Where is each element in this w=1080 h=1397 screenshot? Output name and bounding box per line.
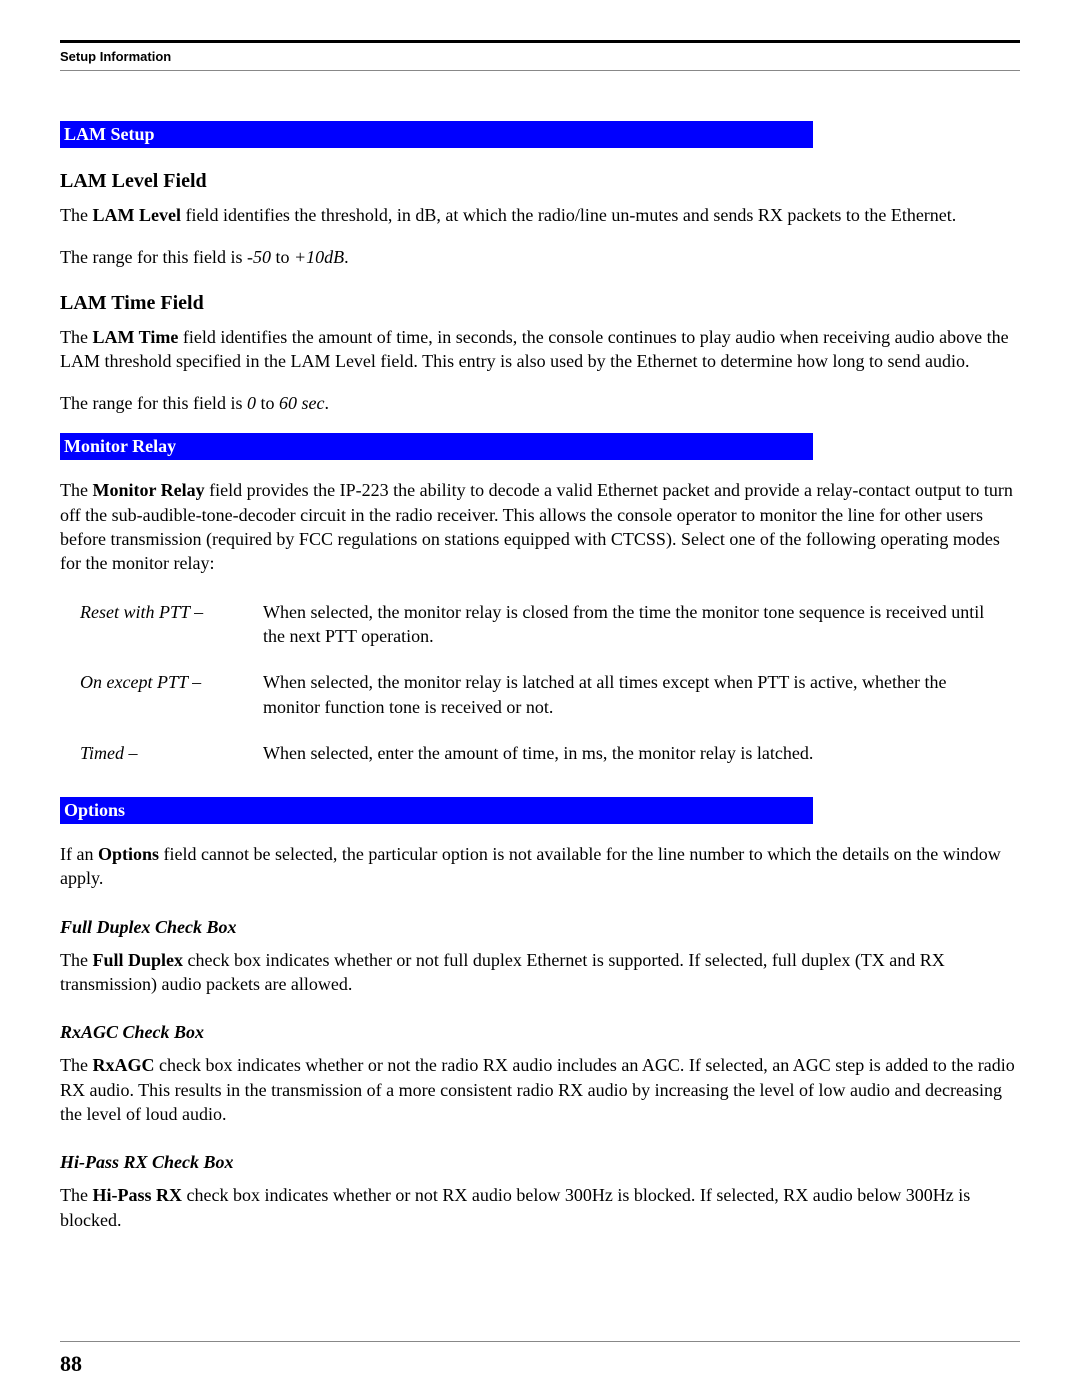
text: The — [60, 1055, 92, 1075]
relay-desc: When selected, the monitor relay is clos… — [263, 594, 1000, 665]
para-rxagc: The RxAGC check box indicates whether or… — [60, 1053, 1020, 1126]
table-row: Timed – When selected, enter the amount … — [80, 735, 1000, 781]
text-bold: Full Duplex — [92, 950, 183, 970]
text: If an — [60, 844, 98, 864]
section-bar-lam-setup: LAM Setup — [60, 121, 813, 148]
text: to — [256, 393, 279, 413]
relay-desc: When selected, enter the amount of time,… — [263, 735, 1000, 781]
document-page: Setup Information LAM Setup LAM Level Fi… — [0, 0, 1080, 1397]
text-bold: Monitor Relay — [92, 480, 204, 500]
heading-lam-level: LAM Level Field — [60, 170, 1020, 193]
top-rule — [60, 40, 1020, 43]
section-bar-monitor-relay: Monitor Relay — [60, 433, 813, 460]
relay-term: Reset with PTT – — [80, 594, 263, 665]
table-row: On except PTT – When selected, the monit… — [80, 664, 1000, 735]
heading-full-duplex: Full Duplex Check Box — [60, 917, 1020, 938]
text-bold: LAM Level — [92, 205, 180, 225]
para-full-duplex: The Full Duplex check box indicates whet… — [60, 948, 1020, 997]
section-bar-options: Options — [60, 797, 813, 824]
para-hipass: The Hi-Pass RX check box indicates wheth… — [60, 1183, 1020, 1232]
text: . — [344, 247, 349, 267]
heading-rxagc: RxAGC Check Box — [60, 1022, 1020, 1043]
text-bold: Options — [98, 844, 159, 864]
footer-rule — [60, 1341, 1020, 1342]
text: check box indicates whether or not the r… — [60, 1055, 1015, 1124]
para-lam-time-2: The range for this field is 0 to 60 sec. — [60, 391, 1020, 415]
header-thin-rule — [60, 70, 1020, 71]
text: field identifies the threshold, in dB, a… — [181, 205, 956, 225]
text: The — [60, 950, 92, 970]
heading-hipass: Hi-Pass RX Check Box — [60, 1152, 1020, 1173]
page-number: 88 — [60, 1351, 82, 1377]
text: The — [60, 327, 92, 347]
heading-lam-time: LAM Time Field — [60, 292, 1020, 315]
table-row: Reset with PTT – When selected, the moni… — [80, 594, 1000, 665]
header-label: Setup Information — [60, 49, 1020, 64]
text: The range for this field is — [60, 247, 247, 267]
text: The — [60, 1185, 92, 1205]
text-bold: Hi-Pass RX — [92, 1185, 182, 1205]
para-lam-time-1: The LAM Time field identifies the amount… — [60, 325, 1020, 374]
text: to — [271, 247, 294, 267]
para-lam-level-1: The LAM Level field identifies the thres… — [60, 203, 1020, 227]
text: check box indicates whether or not RX au… — [60, 1185, 970, 1229]
text: field cannot be selected, the particular… — [60, 844, 1001, 888]
relay-desc: When selected, the monitor relay is latc… — [263, 664, 1000, 735]
para-monitor-relay-intro: The Monitor Relay field provides the IP-… — [60, 478, 1020, 575]
text-bold: LAM Time — [92, 327, 178, 347]
text: The range for this field is — [60, 393, 247, 413]
text: The — [60, 480, 92, 500]
text: check box indicates whether or not full … — [60, 950, 945, 994]
para-options-intro: If an Options field cannot be selected, … — [60, 842, 1020, 891]
monitor-relay-table: Reset with PTT – When selected, the moni… — [80, 594, 1000, 781]
text: . — [324, 393, 329, 413]
text: The — [60, 205, 92, 225]
text-bold: RxAGC — [92, 1055, 154, 1075]
text-italic: -50 — [247, 247, 271, 267]
para-lam-level-2: The range for this field is -50 to +10dB… — [60, 245, 1020, 269]
text-italic: 60 sec — [279, 393, 324, 413]
text-italic: 0 — [247, 393, 256, 413]
relay-term: On except PTT – — [80, 664, 263, 735]
text: field identifies the amount of time, in … — [60, 327, 1009, 371]
text-italic: +10dB — [294, 247, 344, 267]
relay-term: Timed – — [80, 735, 263, 781]
